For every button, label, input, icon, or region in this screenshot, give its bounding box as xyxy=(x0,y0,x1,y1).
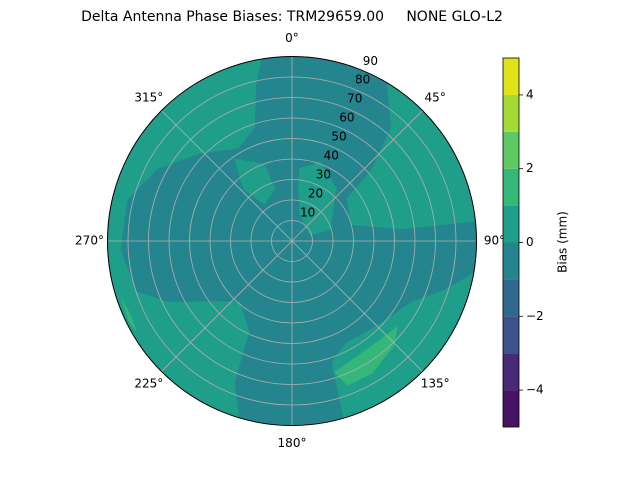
theta-grid-line xyxy=(161,110,293,242)
theta-grid-line xyxy=(161,240,293,372)
theta-grid-line xyxy=(291,110,423,242)
chart-title: Delta Antenna Phase Biases: TRM29659.00 … xyxy=(81,9,503,25)
theta-tick-label: 225° xyxy=(134,377,163,391)
overlay: 0°45°90°135°180°225°270°315°102030405060… xyxy=(75,31,569,450)
colorbar-band xyxy=(503,316,519,354)
contour-region xyxy=(234,158,276,205)
r-tick-label: 10 xyxy=(300,205,315,219)
theta-tick-label: 45° xyxy=(425,90,446,104)
r-tick-label: 20 xyxy=(308,186,323,200)
r-tick-label: 50 xyxy=(331,130,346,144)
theta-tick-label: 180° xyxy=(278,436,307,450)
colorbar-tick-label: −2 xyxy=(526,309,544,323)
colorbar-tick-label: 4 xyxy=(526,87,534,101)
theta-tick-label: 135° xyxy=(421,377,450,391)
r-tick-label: 30 xyxy=(316,167,331,181)
colorbar-band xyxy=(503,131,519,169)
colorbar-band xyxy=(503,58,519,95)
theta-tick-label: 270° xyxy=(75,234,104,248)
theta-tick-label: 90° xyxy=(484,234,505,248)
r-tick-label: 60 xyxy=(339,111,354,125)
theta-tick-label: 315° xyxy=(134,90,163,104)
colorbar-label: Bias (mm) xyxy=(556,211,570,273)
r-tick-label: 70 xyxy=(347,92,362,106)
r-tick-label: 40 xyxy=(324,149,339,163)
colorbar-band xyxy=(503,353,519,391)
colorbar-band xyxy=(503,205,519,243)
contour-region xyxy=(298,162,337,236)
colorbar-tick-label: 0 xyxy=(526,235,534,249)
colorbar-band xyxy=(503,279,519,317)
theta-tick-label: 0° xyxy=(285,31,299,45)
contour-region xyxy=(121,299,137,332)
r-tick-label: 90 xyxy=(363,54,378,68)
colorbar-band xyxy=(503,390,519,427)
colorbar-tick-label: −4 xyxy=(526,383,544,397)
theta-grid-line xyxy=(291,240,423,372)
r-tick-label: 80 xyxy=(355,73,370,87)
colorbar-tick-label: 2 xyxy=(526,161,534,175)
polar-frame xyxy=(107,56,477,426)
colorbar-band xyxy=(503,168,519,206)
colorbar-band xyxy=(503,242,519,280)
contour-region xyxy=(334,326,398,386)
colorbar-band xyxy=(503,94,519,132)
